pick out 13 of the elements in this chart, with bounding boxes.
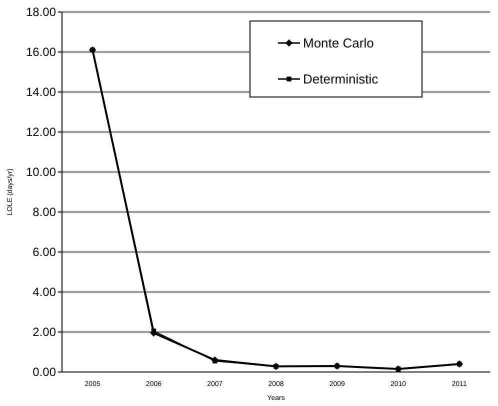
y-tick-label: 14.00 <box>26 85 56 100</box>
legend-label: Deterministic <box>303 72 379 87</box>
y-tick-label: 16.00 <box>26 45 56 60</box>
y-tick-label: 18.00 <box>26 5 56 20</box>
y-tick-label: 6.00 <box>32 245 56 260</box>
y-tick-label: 12.00 <box>26 125 56 140</box>
point <box>212 358 218 364</box>
y-tick-label: 8.00 <box>32 205 56 220</box>
y-tick-label: 4.00 <box>32 285 56 300</box>
y-tick-label: 0.00 <box>32 365 56 380</box>
legend-label: Monte Carlo <box>303 36 374 51</box>
y-tick-label: 2.00 <box>32 325 56 340</box>
y-tick-label: 10.00 <box>26 165 56 180</box>
